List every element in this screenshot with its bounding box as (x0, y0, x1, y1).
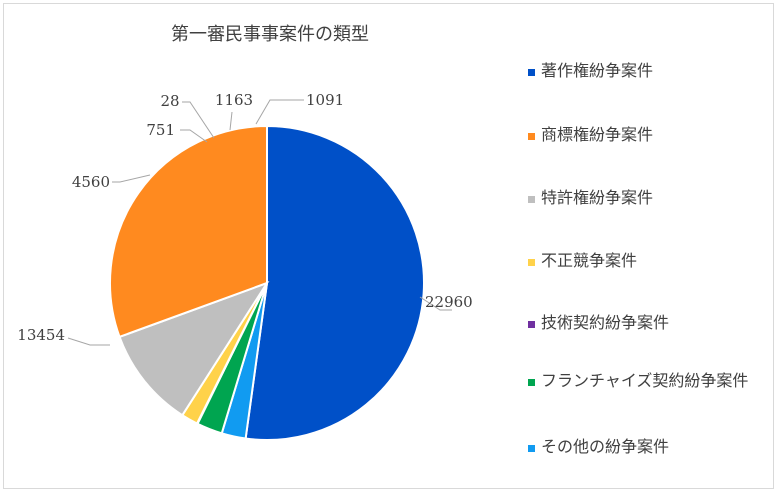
legend-label: 商標権紛争案件 (541, 125, 654, 144)
legend-label: 特許権紛争案件 (541, 188, 654, 207)
legend-item-2: 商標権紛争案件 (528, 124, 763, 146)
leader-line-1 (419, 296, 452, 311)
legend-label: フランチャイズ契約紛争案件 (541, 371, 749, 390)
data-label-4: 28 (160, 92, 179, 110)
legend-swatch (528, 445, 535, 452)
legend-label: 技術契約紛争案件 (541, 313, 670, 332)
leader-lines (67, 99, 452, 346)
legend-label: 著作権紛争案件 (541, 61, 654, 80)
legend-swatch (528, 69, 535, 76)
legend-swatch (528, 133, 535, 140)
pie-slices (109, 124, 426, 441)
leader-line-7 (67, 337, 110, 346)
data-labels: 22960 1091 1163 28 751 4560 13454 (17, 91, 472, 344)
leader-line-2 (255, 99, 304, 125)
legend-item-5: 技術契約紛争案件 (528, 312, 763, 334)
data-label-2: 1091 (306, 91, 344, 109)
legend-item-6: フランチャイズ契約紛争案件 (528, 370, 763, 392)
chart-title: 第一審民事事案件の類型 (171, 24, 369, 45)
legend-label: その他の紛争案件 (541, 437, 670, 456)
data-label-3: 1163 (215, 91, 253, 109)
legend-swatch (528, 196, 535, 203)
data-label-5: 751 (146, 121, 175, 139)
pie-slice-6 (118, 281, 270, 417)
leader-line-5 (180, 129, 208, 143)
legend-item-3: 特許権紛争案件 (528, 187, 763, 209)
legend-item-4: 不正競争案件 (528, 250, 763, 272)
legend-swatch (528, 379, 535, 386)
data-label-6: 4560 (72, 173, 110, 191)
legend-label: 不正競争案件 (541, 251, 638, 270)
data-label-7: 13454 (17, 326, 65, 344)
data-label-1: 22960 (425, 293, 473, 311)
leader-line-6 (112, 174, 151, 183)
pie-slice-7 (109, 124, 268, 339)
legend-swatch (528, 321, 535, 328)
legend-item-1: 著作権紛争案件 (528, 60, 763, 82)
pie-slice-1 (244, 124, 426, 441)
leader-line-3 (229, 111, 233, 131)
leader-line-4 (182, 101, 215, 139)
legend-item-7: その他の紛争案件 (528, 436, 763, 458)
legend-swatch (528, 259, 535, 266)
